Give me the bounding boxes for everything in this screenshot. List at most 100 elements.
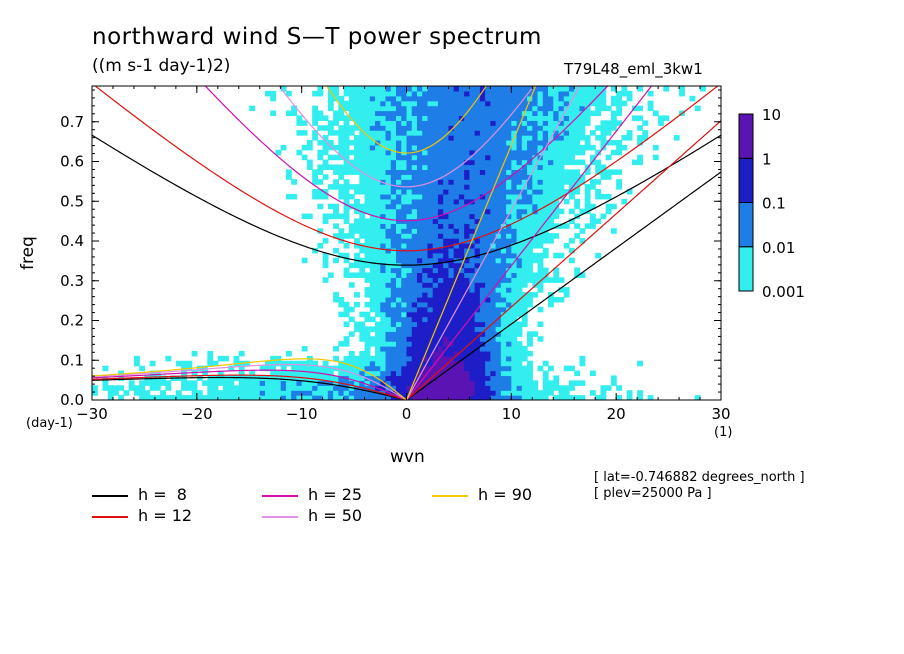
- power-cell: [480, 169, 486, 175]
- legend-label: h = 25: [308, 485, 362, 504]
- power-cell: [438, 106, 444, 112]
- power-cell: [522, 233, 528, 239]
- power-cell: [207, 361, 213, 367]
- colorbar-bin: [739, 114, 753, 158]
- power-cell: [485, 106, 491, 112]
- power-cell: [427, 312, 433, 318]
- power-cell: [239, 385, 245, 391]
- power-cell: [108, 390, 114, 396]
- x-tick-label: 0: [402, 405, 412, 423]
- power-cell: [365, 125, 371, 131]
- power-cell: [433, 380, 439, 386]
- power-cell: [454, 115, 460, 121]
- power-cell: [527, 351, 533, 357]
- power-cell: [443, 253, 449, 259]
- power-cell: [386, 375, 392, 381]
- power-cell: [538, 194, 544, 200]
- power-cell: [139, 380, 145, 386]
- power-cell: [496, 322, 502, 328]
- power-cell: [538, 174, 544, 180]
- power-cell: [464, 331, 470, 337]
- power-cell: [375, 233, 381, 239]
- power-cell: [490, 150, 496, 156]
- power-cell: [365, 317, 371, 323]
- power-cell: [485, 302, 491, 308]
- power-cell: [517, 346, 523, 352]
- legend-label: h = 12: [138, 506, 192, 525]
- power-cell: [323, 361, 329, 367]
- power-cell: [548, 218, 554, 224]
- power-cell: [370, 120, 376, 126]
- power-cell: [506, 351, 512, 357]
- power-cell: [438, 120, 444, 126]
- power-cell: [485, 238, 491, 244]
- power-cell: [522, 356, 528, 362]
- power-cell: [412, 317, 418, 323]
- power-cell: [595, 253, 601, 259]
- power-cell: [427, 189, 433, 195]
- power-cell: [448, 174, 454, 180]
- power-cell: [391, 179, 397, 185]
- power-cell: [407, 307, 413, 313]
- power-cell: [370, 361, 376, 367]
- power-cell: [579, 361, 585, 367]
- power-cell: [469, 169, 475, 175]
- power-cell: [433, 272, 439, 278]
- power-cell: [475, 317, 481, 323]
- power-cell: [265, 385, 271, 391]
- power-cell: [454, 228, 460, 234]
- power-cell: [490, 199, 496, 205]
- power-cell: [443, 179, 449, 185]
- power-cell: [527, 145, 533, 151]
- power-cell: [396, 322, 402, 328]
- power-cell: [569, 111, 575, 117]
- power-cell: [391, 317, 397, 323]
- power-cell: [370, 326, 376, 332]
- power-cell: [254, 390, 260, 396]
- power-cell: [359, 223, 365, 229]
- power-cell: [559, 277, 565, 283]
- power-cell: [564, 287, 570, 293]
- power-cell: [354, 91, 360, 97]
- power-cell: [417, 174, 423, 180]
- power-cell: [553, 169, 559, 175]
- power-cell: [522, 209, 528, 215]
- power-cell: [412, 233, 418, 239]
- power-cell: [218, 375, 224, 381]
- power-cell: [480, 371, 486, 377]
- power-cell: [386, 209, 392, 215]
- power-cell: [223, 356, 229, 362]
- power-cell: [312, 194, 318, 200]
- power-cell: [412, 165, 418, 171]
- power-cell: [328, 390, 334, 396]
- power-cell: [412, 106, 418, 112]
- power-cell: [401, 115, 407, 121]
- power-cell: [485, 125, 491, 131]
- power-cell: [522, 101, 528, 107]
- power-cell: [480, 120, 486, 126]
- y-tick-label: 0.3: [60, 272, 84, 290]
- power-cell: [365, 106, 371, 112]
- power-cell: [307, 140, 313, 146]
- power-cell: [427, 390, 433, 396]
- power-cell: [564, 292, 570, 298]
- power-cell: [464, 179, 470, 185]
- power-cell: [375, 336, 381, 342]
- power-cell: [506, 238, 512, 244]
- power-cell: [517, 282, 523, 288]
- power-cell: [396, 174, 402, 180]
- power-cell: [559, 150, 565, 156]
- power-cell: [275, 390, 281, 396]
- colorbar-label: 1: [762, 150, 772, 168]
- power-cell: [448, 331, 454, 337]
- power-cell: [454, 214, 460, 220]
- power-cell: [386, 238, 392, 244]
- power-cell: [359, 160, 365, 166]
- power-cell: [448, 96, 454, 102]
- power-cell: [433, 199, 439, 205]
- power-cell: [480, 238, 486, 244]
- power-cell: [511, 312, 517, 318]
- power-cell: [407, 282, 413, 288]
- power-cell: [454, 174, 460, 180]
- power-cell: [333, 120, 339, 126]
